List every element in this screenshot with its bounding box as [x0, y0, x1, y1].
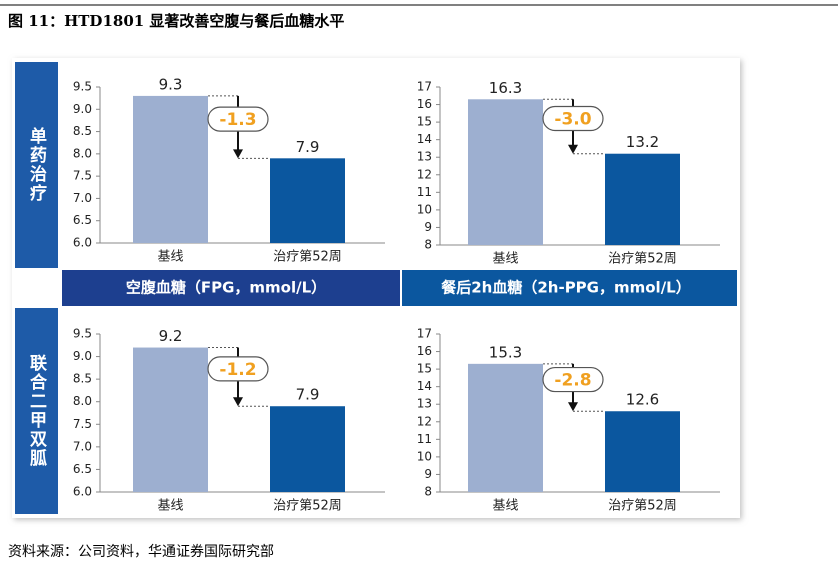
y-tick-label: 9 [424, 467, 432, 481]
annotation-pill [542, 366, 604, 393]
bar [270, 406, 345, 492]
x-tick-label: 基线 [157, 499, 183, 514]
x-tick-label: 治疗第52周 [273, 250, 342, 265]
y-tick-label: 6.5 [73, 213, 92, 227]
row-label: 联合二甲双胍 [26, 354, 47, 468]
value-label: 9.2 [159, 327, 183, 345]
y-tick-label: 9.0 [73, 349, 92, 363]
y-tick-label: 9.0 [73, 102, 92, 116]
value-label: 15.3 [489, 343, 522, 361]
x-tick-label: 治疗第52周 [273, 499, 342, 514]
arrow-head [233, 397, 243, 407]
column-label-bg [402, 270, 737, 306]
y-tick-label: 17 [417, 327, 432, 341]
annotation-pill [542, 105, 604, 132]
annotation-pill [207, 106, 269, 132]
y-tick-label: 6.5 [73, 462, 92, 476]
y-tick-label: 10 [417, 449, 432, 463]
arrow-head [568, 144, 578, 154]
y-tick-label: 11 [417, 185, 432, 199]
y-tick-label: 6.0 [73, 485, 92, 499]
y-tick-label: 8 [424, 238, 432, 252]
y-tick-label: 6.0 [73, 236, 92, 250]
y-tick-label: 13 [417, 150, 432, 164]
bar [133, 95, 208, 244]
row-label-bg [15, 62, 58, 268]
annotation: -2.8 [554, 371, 591, 391]
x-tick-label: 治疗第52周 [608, 252, 677, 267]
x-tick-label: 治疗第52周 [608, 499, 677, 514]
y-tick-label: 7.0 [73, 439, 92, 453]
x-tick-label: 基线 [492, 499, 518, 514]
y-tick-label: 8.0 [73, 394, 92, 408]
bar [468, 363, 543, 492]
x-tick-label: 基线 [492, 252, 518, 267]
bar [270, 158, 345, 243]
row-label-bg [15, 308, 58, 514]
bar [468, 99, 543, 246]
arrow-head [568, 402, 578, 412]
row-label: 单药治疗 [26, 126, 47, 203]
bar [133, 347, 208, 492]
column-label: 餐后2h血糖（2h-PPG，mmol/L） [441, 279, 691, 297]
annotation-pill [207, 356, 269, 382]
y-tick-label: 16 [417, 97, 432, 111]
annotation: -1.3 [219, 110, 256, 130]
y-tick-label: 7.5 [73, 417, 92, 431]
y-tick-label: 8.5 [73, 124, 92, 138]
y-tick-label: 15 [417, 362, 432, 376]
annotation: -1.2 [219, 360, 256, 380]
y-tick-label: 16 [417, 344, 432, 358]
arrow-head [233, 149, 243, 159]
value-label: 13.2 [626, 133, 659, 151]
y-tick-label: 13 [417, 397, 432, 411]
y-tick-label: 7.5 [73, 169, 92, 183]
y-tick-label: 9.5 [73, 80, 92, 94]
figure-title: 图 11：HTD1801 显著改善空腹与餐后血糖水平 [8, 12, 344, 30]
column-label-bg [62, 270, 400, 306]
y-tick-label: 8 [424, 485, 432, 499]
column-label: 空腹血糖（FPG，mmol/L） [126, 279, 326, 297]
y-tick-label: 14 [417, 132, 432, 146]
value-label: 7.9 [296, 386, 320, 404]
x-tick-label: 基线 [157, 250, 183, 265]
y-tick-label: 9.5 [73, 327, 92, 341]
y-tick-label: 10 [417, 202, 432, 216]
source-note: 资料来源：公司资料，华通证券国际研究部 [8, 544, 274, 560]
bar [605, 411, 680, 492]
y-tick-label: 7.0 [73, 191, 92, 205]
y-tick-label: 12 [417, 414, 432, 428]
value-label: 16.3 [489, 79, 522, 97]
y-tick-label: 12 [417, 167, 432, 181]
y-tick-label: 8.5 [73, 372, 92, 386]
y-tick-label: 11 [417, 432, 432, 446]
value-label: 12.6 [626, 391, 659, 409]
y-tick-label: 8.0 [73, 146, 92, 160]
annotation: -3.0 [554, 110, 591, 130]
value-label: 7.9 [296, 138, 320, 156]
y-tick-label: 9 [424, 220, 432, 234]
y-tick-label: 17 [417, 80, 432, 94]
bar [605, 153, 680, 245]
y-tick-label: 14 [417, 379, 432, 393]
y-tick-label: 15 [417, 115, 432, 129]
value-label: 9.3 [159, 75, 183, 93]
